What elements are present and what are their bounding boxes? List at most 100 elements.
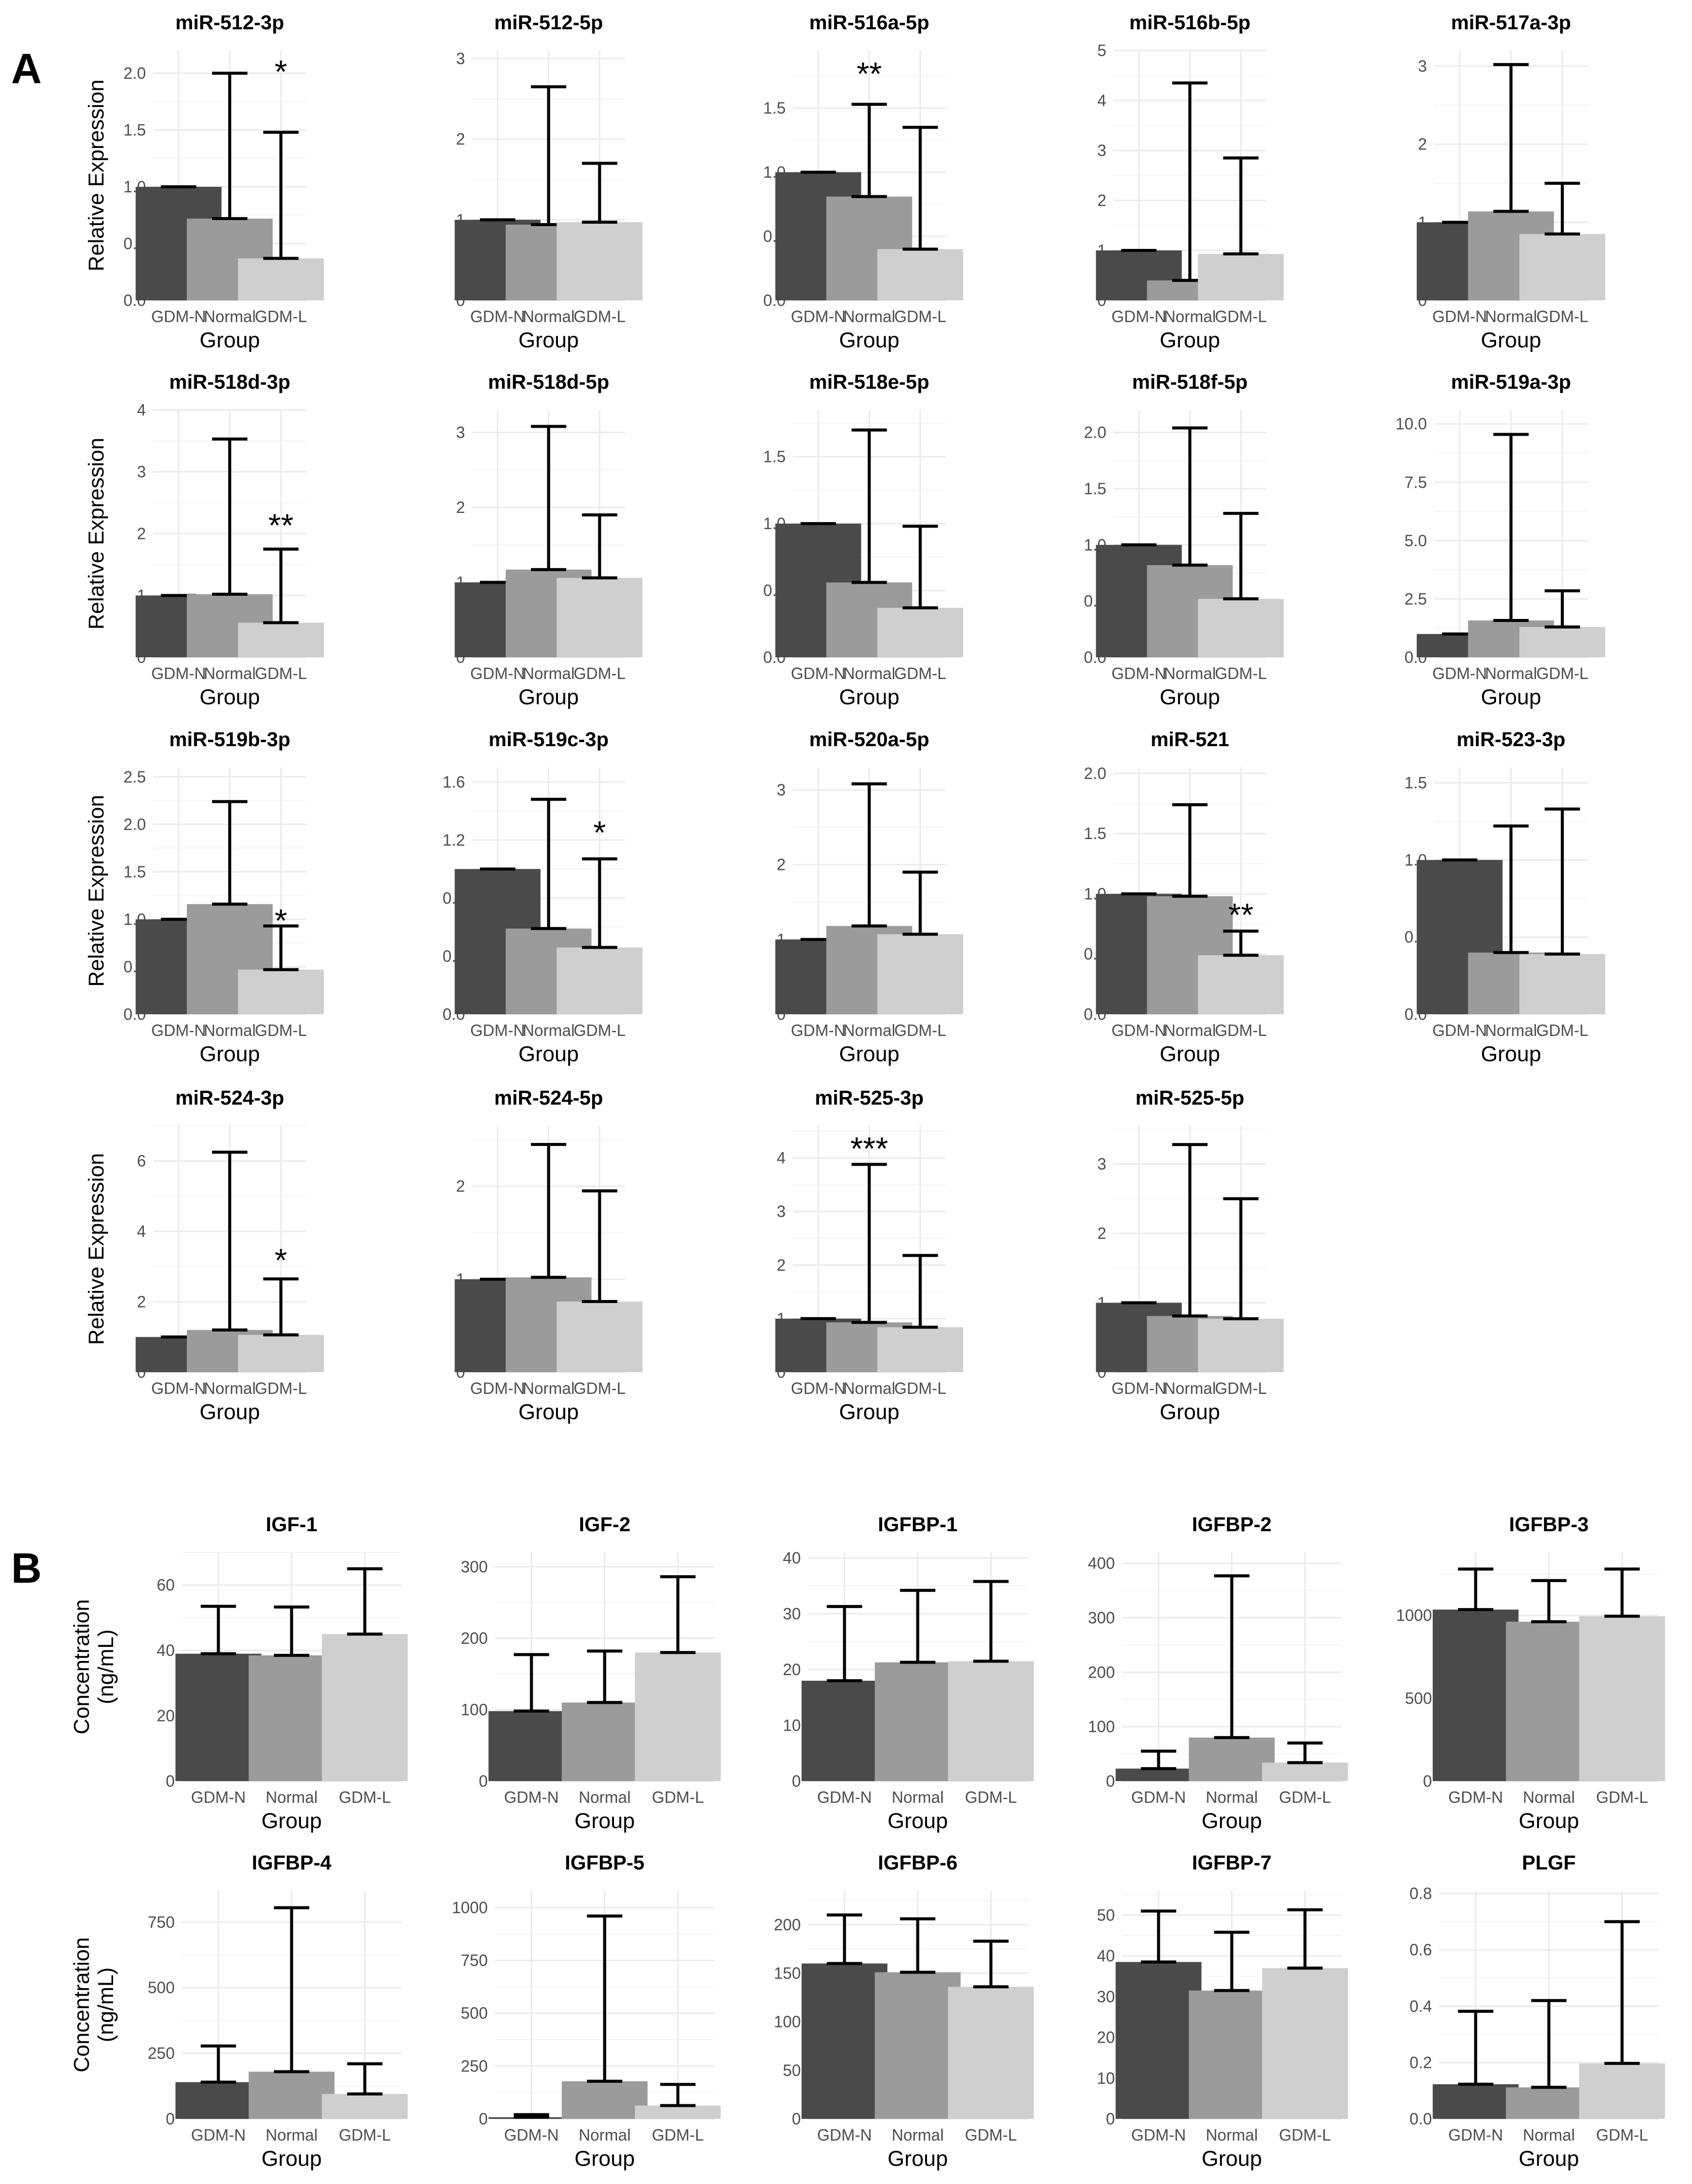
bar-gdm-l <box>556 578 643 657</box>
y-tick-label: 3 <box>1097 141 1106 160</box>
x-tick-label: GDM-N <box>470 1379 525 1397</box>
bar-normal <box>561 1702 648 1781</box>
bar-gdm-l <box>877 934 963 1014</box>
x-axis-label: Group <box>839 685 900 709</box>
significance-marker: * <box>275 54 287 90</box>
y-tick-label: 60 <box>157 1576 175 1594</box>
bar-gdm-l <box>877 249 963 300</box>
y-tick-label: 1.5 <box>1084 480 1106 498</box>
x-tick-label: GDM-N <box>791 1021 845 1039</box>
x-tick-label: GDM-L <box>1596 2126 1648 2144</box>
panel-label-b: B <box>11 1544 42 1592</box>
y-axis-label-line: Concentration <box>70 1599 94 1735</box>
y-tick-label: 2 <box>777 856 786 874</box>
y-tick-label: 1.5 <box>763 99 786 117</box>
chart-title: IGFBP-3 <box>1509 1514 1589 1536</box>
y-tick-label: 2 <box>137 525 146 543</box>
chart-igfbp-1: 0 10 20 30 40 GDM-N Normal GDM-L IGFBP-1 Group <box>783 1514 1034 1833</box>
x-axis-label: Group <box>1481 328 1542 352</box>
y-tick-label: 750 <box>461 1951 488 1969</box>
x-tick-label: GDM-N <box>504 1788 558 1806</box>
y-tick-label: 4 <box>137 401 146 419</box>
bar-normal <box>248 1655 335 1781</box>
x-tick-label: GDM-N <box>817 1788 871 1806</box>
y-tick-label: 10 <box>1097 2069 1115 2087</box>
y-tick-label: 3 <box>777 1203 786 1221</box>
x-tick-label: GDM-N <box>151 307 206 326</box>
x-tick-label: Normal <box>1485 1021 1537 1039</box>
y-tick-label: 0 <box>166 2110 175 2128</box>
x-tick-label: Normal <box>266 2126 318 2144</box>
y-tick-label: 2 <box>1097 1224 1106 1242</box>
chart-igf-2: 0 100 200 300 GDM-N Normal GDM-L IGF-2 Group <box>461 1514 721 1833</box>
x-axis-label: Group <box>839 1400 900 1424</box>
x-tick-label: Normal <box>1523 2126 1575 2144</box>
chart-title: miR-519c-3p <box>489 729 609 751</box>
bar-gdm-l <box>1198 599 1284 657</box>
y-tick-label: 2 <box>456 130 465 148</box>
x-axis-label: Group <box>199 685 260 709</box>
x-tick-label: Normal <box>523 1021 575 1039</box>
y-tick-label: 10.0 <box>1396 415 1427 433</box>
bar-gdm-l <box>556 1302 643 1372</box>
y-tick-label: 1.6 <box>443 773 465 791</box>
y-tick-label: 6 <box>137 1152 146 1170</box>
y-tick-label: 7.5 <box>1405 473 1427 491</box>
x-tick-label: Normal <box>203 307 255 326</box>
y-tick-label: 1.5 <box>763 448 786 466</box>
y-tick-label: 0.6 <box>1410 1941 1432 1959</box>
y-tick-label: 150 <box>774 1964 801 1982</box>
x-tick-label: GDM-L <box>574 1379 626 1397</box>
y-tick-label: 2.5 <box>1405 590 1427 608</box>
bar-gdm-n <box>1432 1609 1519 1781</box>
x-tick-label: GDM-L <box>1279 1788 1331 1806</box>
x-tick-label: Normal <box>579 2126 631 2144</box>
x-tick-label: GDM-N <box>1432 307 1487 326</box>
y-tick-label: 100 <box>1088 1718 1115 1736</box>
x-tick-label: GDM-N <box>1111 1021 1166 1039</box>
x-tick-label: GDM-L <box>255 1379 307 1397</box>
bar-gdm-n <box>175 1653 262 1781</box>
x-tick-label: Normal <box>843 307 895 326</box>
y-tick-label: 5.0 <box>1405 532 1427 550</box>
bar-gdm-l <box>556 222 643 300</box>
y-tick-label: 100 <box>461 1700 488 1719</box>
bar-normal <box>248 2071 335 2119</box>
x-tick-label: Normal <box>1206 2126 1258 2144</box>
y-tick-label: 3 <box>456 424 465 442</box>
x-axis-label: Group <box>1160 1400 1220 1424</box>
x-tick-label: GDM-N <box>1131 2126 1186 2144</box>
bar-gdm-l <box>948 1661 1034 1781</box>
x-axis-label: Group <box>1519 2147 1579 2171</box>
x-tick-label: Normal <box>579 1788 631 1806</box>
bar-gdm-l <box>238 622 324 657</box>
bar-gdm-l <box>1198 253 1284 300</box>
y-tick-label: 1.5 <box>124 863 146 881</box>
y-tick-label: 1000 <box>1396 1606 1432 1625</box>
bar-gdm-l <box>877 608 963 657</box>
y-tick-label: 0 <box>792 2110 801 2128</box>
x-axis-label: Group <box>519 328 579 352</box>
bar-gdm-l <box>238 1335 324 1372</box>
y-axis-label: Relative Expression <box>84 795 109 986</box>
x-tick-label: GDM-N <box>791 664 845 683</box>
chart-igfbp-7: 0 10 20 30 40 50 GDM-N Normal GDM-L IGFBP-7 Group <box>1097 1852 1348 2171</box>
y-tick-label: 300 <box>1088 1608 1115 1627</box>
y-axis-label: Relative Expression <box>84 1153 109 1345</box>
x-tick-label: Normal <box>203 1021 255 1039</box>
x-tick-label: Normal <box>892 2126 944 2144</box>
bar-normal <box>875 1662 961 1781</box>
chart-mir-521: 0.00.51.01.52.0GDM-NNormalGDM-L**miR-521… <box>1084 729 1284 1066</box>
x-tick-label: GDM-L <box>1536 664 1588 683</box>
y-tick-label: 500 <box>1405 1689 1432 1707</box>
x-axis-label: Group <box>575 2147 635 2171</box>
y-axis-label-line: (ng/mL) <box>94 1967 118 2042</box>
significance-marker: ** <box>1228 897 1254 933</box>
chart-title: miR-512-3p <box>175 12 284 34</box>
panel-label-a: A <box>11 45 42 92</box>
y-tick-label: 20 <box>157 1707 175 1725</box>
